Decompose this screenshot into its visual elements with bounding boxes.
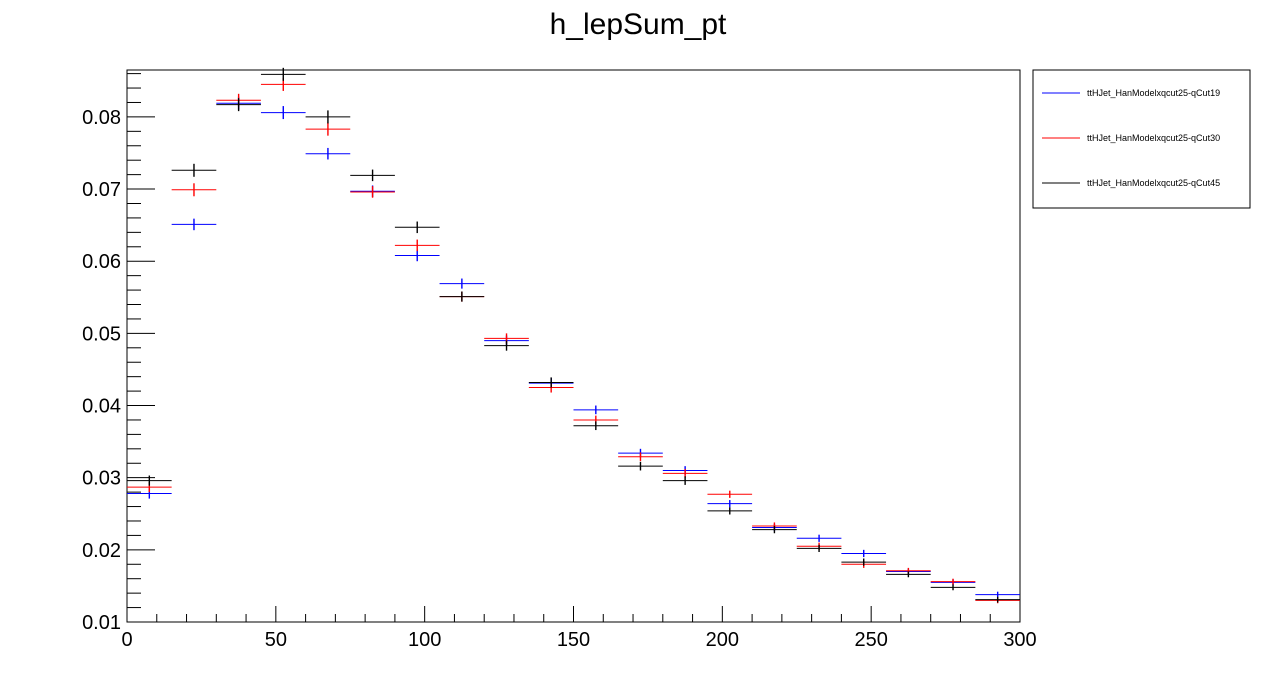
data-point: [886, 571, 931, 578]
data-series-group: [127, 67, 1020, 604]
y-axis: 0.01 0.02 0.03 0.04 0.05 0.06 0.07 0.08: [82, 73, 155, 634]
legend-label: ttHJet_HanModelxqcut25-qCut19: [1087, 88, 1220, 98]
data-point: [394, 249, 440, 262]
data-point: [707, 500, 753, 508]
data-point: [216, 98, 261, 112]
data-point: [573, 421, 619, 431]
data-point: [662, 476, 708, 485]
x-tick-label: 300: [1003, 629, 1036, 651]
data-point: [930, 584, 976, 591]
data-point: [930, 578, 976, 585]
data-point: [975, 596, 1020, 603]
data-point: [171, 183, 217, 197]
data-point: [484, 340, 529, 351]
data-point: [350, 169, 395, 182]
data-point: [618, 452, 663, 462]
data-point: [618, 461, 663, 471]
x-tick-label: 50: [265, 629, 287, 651]
data-point: [707, 507, 753, 515]
data-point: [394, 221, 440, 234]
y-tick-label: 0.01: [82, 612, 121, 634]
x-axis: 0 50 100 150 200 250 300: [121, 606, 1037, 651]
data-point: [841, 558, 887, 566]
data-point: [127, 475, 172, 486]
data-point: [796, 544, 842, 553]
data-point: [394, 239, 440, 252]
series-3: [127, 67, 1020, 603]
legend-entries: ttHJet_HanModelxqcut25-qCut19 ttHJet_HanM…: [1042, 88, 1220, 188]
y-tick-label: 0.03: [82, 468, 121, 490]
x-tick-label: 250: [854, 629, 887, 651]
data-point: [975, 591, 1020, 598]
data-point: [350, 186, 395, 198]
data-point: [171, 163, 217, 177]
data-point: [752, 526, 797, 534]
y-tick-label: 0.07: [82, 179, 121, 201]
legend-label: ttHJet_HanModelxqcut25-qCut30: [1087, 133, 1220, 143]
y-tick-label: 0.08: [82, 107, 121, 129]
plot-frame: [126, 69, 1021, 623]
x-tick-label: 0: [121, 629, 132, 651]
data-point: [305, 122, 351, 136]
data-point: [841, 549, 887, 558]
data-point: [439, 278, 485, 289]
legend: ttHJet_HanModelxqcut25-qCut19 ttHJet_HanM…: [1032, 69, 1251, 209]
series-2: [127, 77, 1020, 604]
x-tick-label: 200: [706, 629, 739, 651]
data-point: [305, 147, 351, 160]
series-1: [127, 96, 1020, 598]
data-point: [305, 110, 351, 124]
chart-title: h_lepSum_pt: [550, 8, 727, 41]
x-tick-label: 150: [557, 629, 590, 651]
data-point: [260, 106, 306, 120]
legend-label: ttHJet_HanModelxqcut25-qCut45: [1087, 178, 1220, 188]
y-tick-label: 0.05: [82, 323, 121, 345]
data-point: [439, 291, 485, 302]
y-tick-label: 0.06: [82, 251, 121, 273]
data-point: [707, 490, 753, 498]
y-tick-label: 0.04: [82, 396, 121, 418]
data-point: [528, 377, 574, 388]
data-point: [171, 218, 217, 231]
data-point: [796, 534, 842, 542]
y-tick-label: 0.02: [82, 540, 121, 562]
data-point: [573, 405, 619, 415]
data-point: [260, 67, 306, 81]
x-tick-label: 100: [408, 629, 441, 651]
